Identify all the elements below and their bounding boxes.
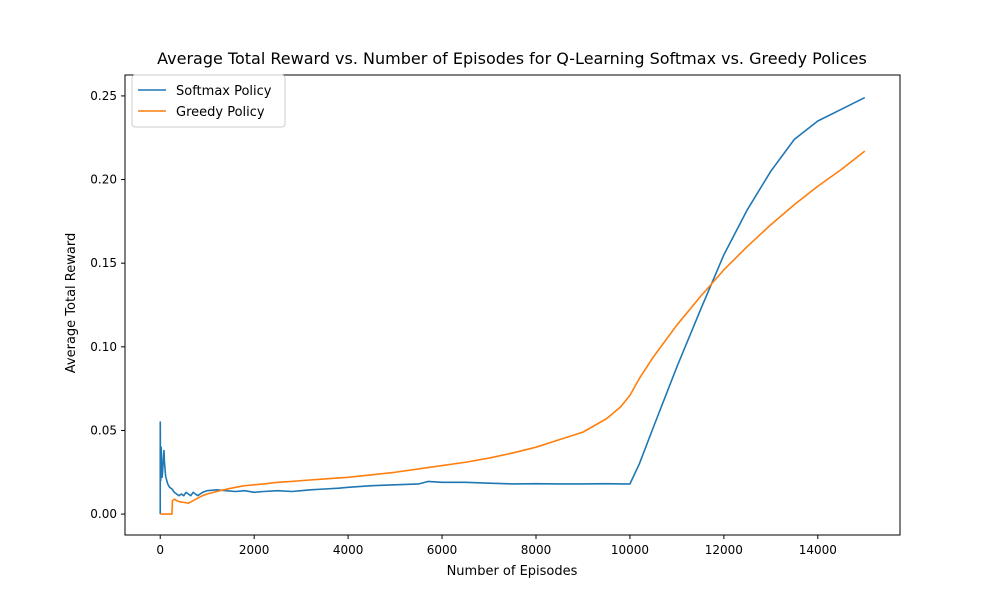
x-tick-label: 8000 (521, 543, 552, 557)
legend-label-softmax: Softmax Policy (176, 84, 272, 99)
y-tick-label: 0.20 (90, 173, 117, 187)
x-tick-label: 4000 (333, 543, 364, 557)
x-tick-label: 12000 (705, 543, 743, 557)
plot-area: 0 2000 4000 6000 8000 10000 12000 14000 0.00 0.05… (90, 74, 901, 557)
chart-title: Average Total Reward vs. Number of Episo… (157, 49, 867, 68)
x-axis-label: Number of Episodes (447, 564, 578, 579)
series-line-softmax (159, 96, 866, 515)
y-axis-label: Average Total Reward (64, 233, 79, 373)
y-tick-label: 0.05 (90, 423, 117, 437)
y-tick-label: 0.25 (90, 89, 117, 103)
x-tick-label: 0 (156, 543, 164, 557)
legend-box (131, 74, 286, 128)
y-tick-label: 0.10 (90, 340, 117, 354)
axes-frame (124, 74, 901, 536)
y-tick-label: 0.15 (90, 256, 117, 270)
legend: Softmax Policy Greedy Policy (131, 74, 286, 128)
x-tick-label: 6000 (427, 543, 458, 557)
y-tick-label: 0.00 (90, 507, 117, 521)
x-tick-label: 14000 (799, 543, 837, 557)
x-tick-label: 10000 (611, 543, 649, 557)
legend-label-greedy: Greedy Policy (176, 105, 265, 120)
x-tick-label: 2000 (239, 543, 270, 557)
series-line-greedy (160, 150, 866, 515)
